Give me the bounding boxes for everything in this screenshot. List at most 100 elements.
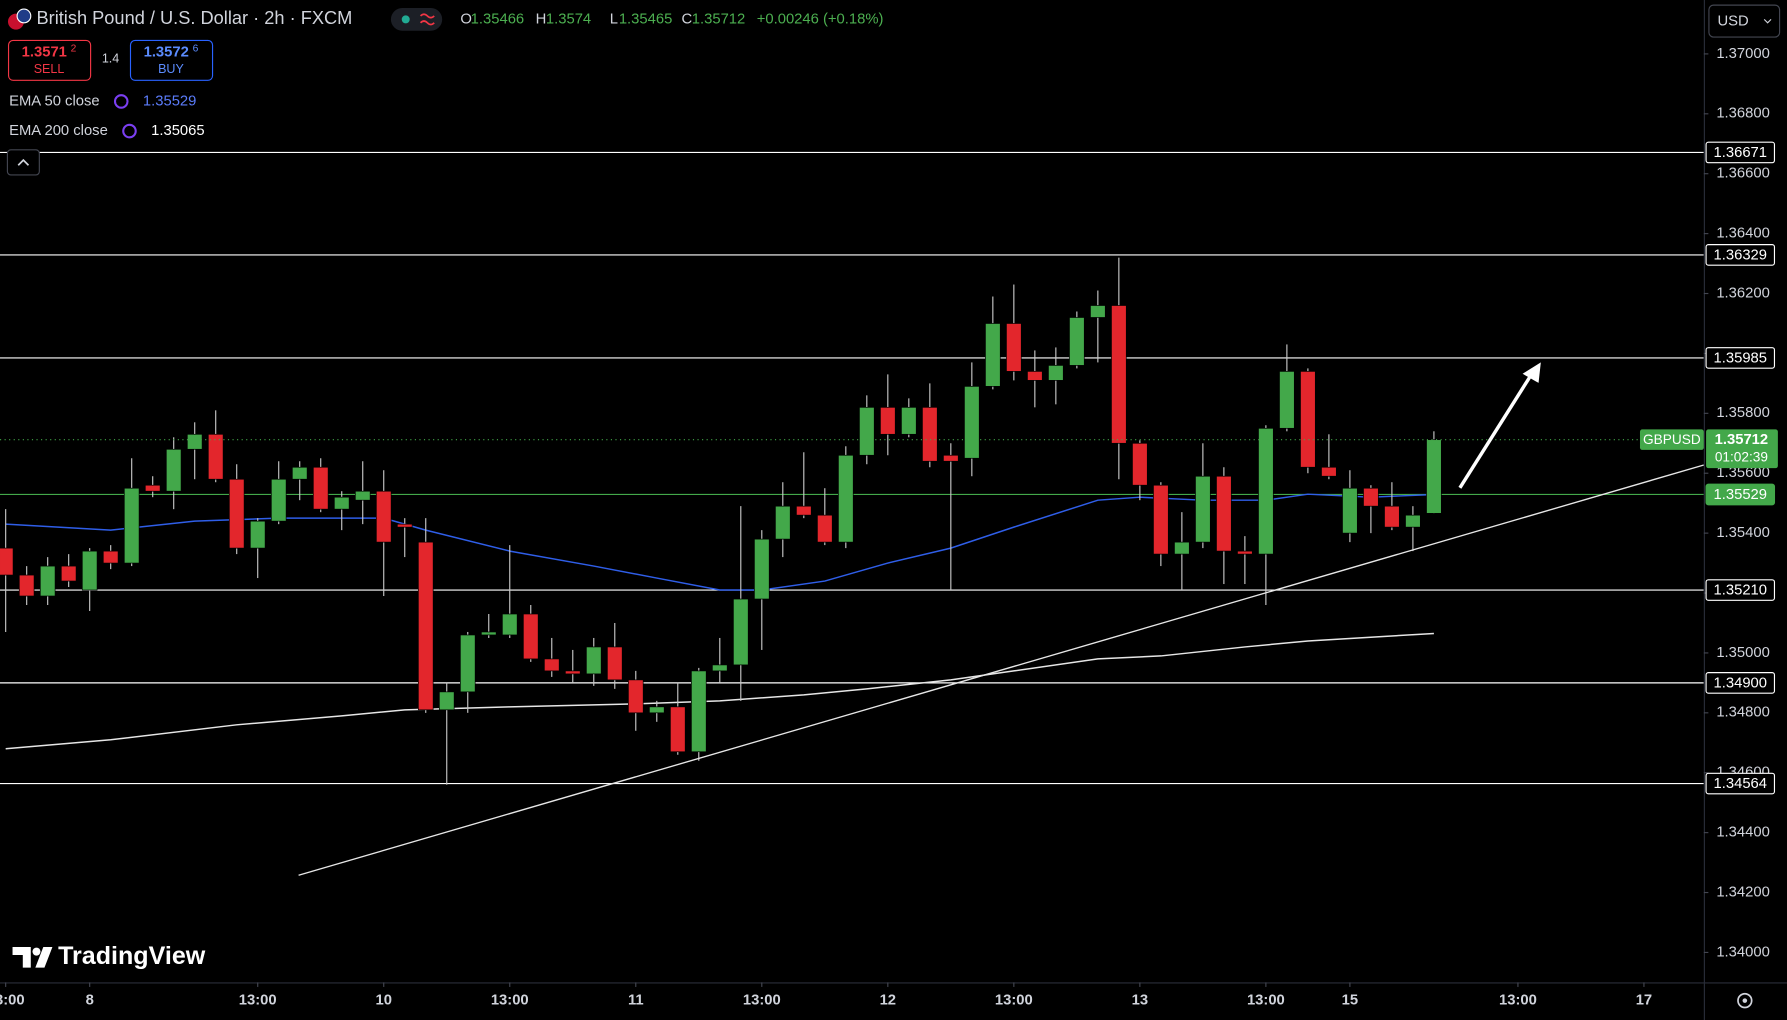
candle-body — [249, 520, 266, 549]
candle-body — [1363, 487, 1379, 507]
candle-body — [459, 634, 476, 693]
x-tick-label: 10 — [376, 993, 392, 1009]
legend-value: 1.35065 — [151, 123, 205, 139]
candle-body — [838, 454, 854, 543]
buy-button-box[interactable] — [129, 39, 214, 81]
x-tick-label: 17 — [1636, 993, 1652, 1009]
candle-body — [1174, 541, 1190, 555]
sell-price: 1.3571 — [22, 44, 67, 60]
candle-body — [1342, 487, 1358, 534]
candle-body — [333, 496, 350, 510]
currency-box[interactable] — [1708, 4, 1781, 38]
y-tick-label: 1.35600 — [1716, 465, 1770, 481]
candle-body — [733, 598, 749, 666]
status-badge — [390, 7, 443, 31]
level-tag — [1705, 141, 1776, 164]
level-tag-label: 1.34564 — [1714, 776, 1768, 792]
legend-name: EMA 200 close — [9, 123, 108, 139]
level-tag-label: 1.36329 — [1714, 247, 1768, 263]
collapse-chevron — [17, 158, 30, 166]
sell-price-sup: 2 — [71, 44, 77, 55]
settings-icon[interactable] — [1737, 992, 1753, 1009]
ohlc-label: C — [682, 11, 693, 27]
ema-line — [5, 632, 1434, 750]
candle-body — [943, 454, 959, 462]
buy-button[interactable]: 1.3572 6 BUY — [129, 39, 214, 81]
candle-body — [859, 406, 875, 456]
candle-body — [1006, 323, 1022, 372]
candle-body — [1279, 371, 1295, 429]
arrow-shaft — [1458, 369, 1536, 489]
last-price-label: 1.35712 — [1715, 432, 1769, 448]
sell-button-box[interactable] — [7, 39, 92, 81]
y-tick-label: 1.35000 — [1716, 645, 1770, 661]
candle-body — [754, 538, 770, 600]
x-tick-label: 8 — [86, 993, 94, 1009]
ohlc-label: H — [536, 11, 547, 27]
legend-icon — [113, 94, 129, 109]
x-tick-label: 15 — [1342, 993, 1358, 1009]
logo-mark — [32, 947, 41, 956]
spread: 1.4 — [102, 52, 119, 66]
status-dot — [401, 15, 410, 24]
candle-body — [1426, 439, 1442, 514]
candle-body — [396, 523, 413, 528]
x-tick-label: 13:00 — [0, 993, 25, 1009]
y-tick-label: 1.34200 — [1716, 884, 1770, 900]
countdown-label: 01:02:39 — [1715, 450, 1768, 465]
level-tag — [1705, 244, 1776, 266]
candle-body — [39, 565, 56, 597]
candle-body — [291, 466, 308, 480]
candle-body — [1384, 505, 1400, 528]
candle-body — [207, 433, 224, 480]
settings-button[interactable] — [1737, 992, 1753, 1009]
candle-body — [670, 706, 686, 753]
symbol-tag — [1639, 429, 1704, 450]
symbol-tag-label: GBPUSD — [1643, 432, 1701, 447]
candle-body — [354, 490, 371, 501]
flag-icon — [16, 8, 32, 24]
candle-body — [228, 478, 245, 549]
candle-body — [60, 565, 77, 582]
ohlc-label: O — [460, 11, 472, 27]
ohlc-value: 1.3574 — [546, 11, 591, 27]
plot-area — [0, 151, 1704, 785]
candle-body — [1195, 475, 1211, 543]
x-tick-label: 12 — [880, 993, 896, 1009]
x-tick-label: 13:00 — [743, 993, 781, 1009]
candle-body — [523, 613, 539, 660]
arrow-head — [1522, 362, 1541, 383]
candle-body — [796, 505, 812, 516]
candle-body — [628, 679, 644, 714]
candle-body — [1132, 442, 1148, 486]
ohlc-value: 1.35712 — [692, 11, 745, 27]
candle-body — [1153, 484, 1169, 555]
candle-body — [375, 490, 392, 543]
currency-label: USD — [1717, 14, 1748, 30]
candle-body — [964, 386, 980, 459]
sell-button[interactable]: 1.3571 2 SELL — [7, 39, 92, 81]
candle-body — [586, 646, 602, 675]
candle-body — [1216, 475, 1232, 552]
level-tag-label: 1.36671 — [1714, 145, 1768, 161]
collapse-button[interactable] — [6, 149, 40, 176]
sell-label: SELL — [34, 62, 65, 76]
legend-icon — [122, 123, 137, 139]
candle-body — [1258, 427, 1274, 555]
x-tick-label: 11 — [628, 993, 644, 1009]
y-tick-label: 1.37000 — [1716, 46, 1770, 62]
level-tag — [1705, 483, 1776, 506]
candle-body — [1300, 371, 1316, 468]
legend-name: EMA 50 close — [9, 93, 99, 109]
logo-mark — [35, 947, 53, 968]
candle-body — [144, 484, 161, 492]
candle-body — [1090, 305, 1106, 318]
candle-body — [123, 487, 140, 564]
ohlc-label: L — [610, 11, 618, 27]
x-tick-label: 13:00 — [491, 993, 529, 1009]
currency-dropdown[interactable]: USD — [1708, 4, 1781, 38]
collapse-box[interactable] — [6, 149, 40, 176]
